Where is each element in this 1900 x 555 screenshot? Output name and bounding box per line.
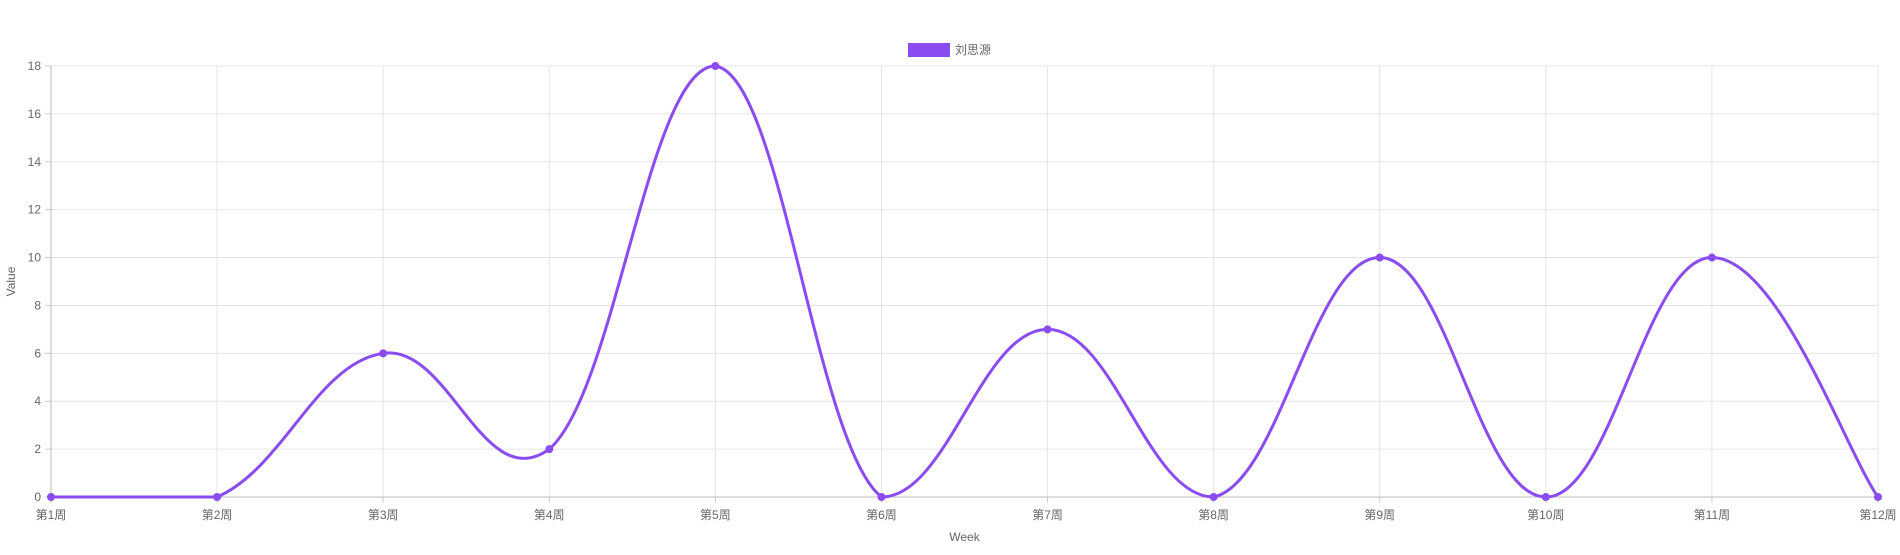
data-point	[213, 493, 222, 501]
x-tick-label: 第2周	[202, 508, 233, 522]
x-tick-label: 第8周	[1198, 508, 1229, 522]
x-tick-label: 第3周	[368, 508, 399, 522]
data-point	[1874, 493, 1882, 501]
x-tick-label: 第7周	[1032, 508, 1063, 522]
data-point	[1541, 493, 1550, 501]
x-tick-label: 第9周	[1364, 508, 1395, 522]
series-layer	[47, 62, 1882, 501]
y-tick-label: 10	[28, 251, 42, 265]
y-tick-label: 18	[28, 59, 42, 73]
data-point	[47, 493, 55, 501]
y-tick-label: 2	[34, 442, 41, 456]
y-tick-labels: 0 2 4 6 8 10 12 14 16 18	[28, 59, 42, 504]
x-tick-label: 第10周	[1527, 508, 1564, 522]
y-axis-title: Value	[4, 266, 18, 296]
y-tick-label: 12	[28, 203, 42, 217]
x-tick-label: 第6周	[866, 508, 897, 522]
data-point	[711, 62, 720, 70]
y-tick-label: 0	[34, 490, 41, 504]
axes	[45, 65, 1879, 503]
x-tick-label: 第11周	[1694, 508, 1730, 522]
legend-swatch[interactable]	[908, 43, 950, 57]
x-tick-label: 第5周	[700, 508, 731, 522]
y-tick-label: 8	[34, 298, 41, 312]
data-point	[1375, 253, 1384, 262]
x-tick-labels: 第1周 第2周 第3周 第4周 第5周 第6周 第7周 第8周 第9周 第10周 第11周 第12周	[36, 508, 1897, 522]
y-tick-label: 6	[34, 346, 41, 360]
x-tick-label: 第12周	[1859, 508, 1896, 522]
y-tick-label: 16	[28, 107, 42, 121]
legend-label[interactable]: 刘思源	[955, 43, 991, 57]
data-point	[545, 445, 554, 454]
y-tick-label: 14	[28, 155, 42, 169]
x-tick-label: 第4周	[534, 508, 565, 522]
legend[interactable]: 刘思源	[908, 43, 991, 57]
data-point	[1707, 253, 1716, 262]
data-point	[877, 493, 886, 501]
data-point	[379, 349, 388, 358]
y-tick-label: 4	[34, 394, 41, 408]
data-point	[1043, 325, 1052, 334]
x-tick-label: 第1周	[36, 508, 67, 522]
series-line	[51, 64, 1880, 499]
x-axis-title: Week	[949, 530, 980, 544]
data-point	[1209, 493, 1218, 501]
grid-lines	[51, 65, 1879, 497]
